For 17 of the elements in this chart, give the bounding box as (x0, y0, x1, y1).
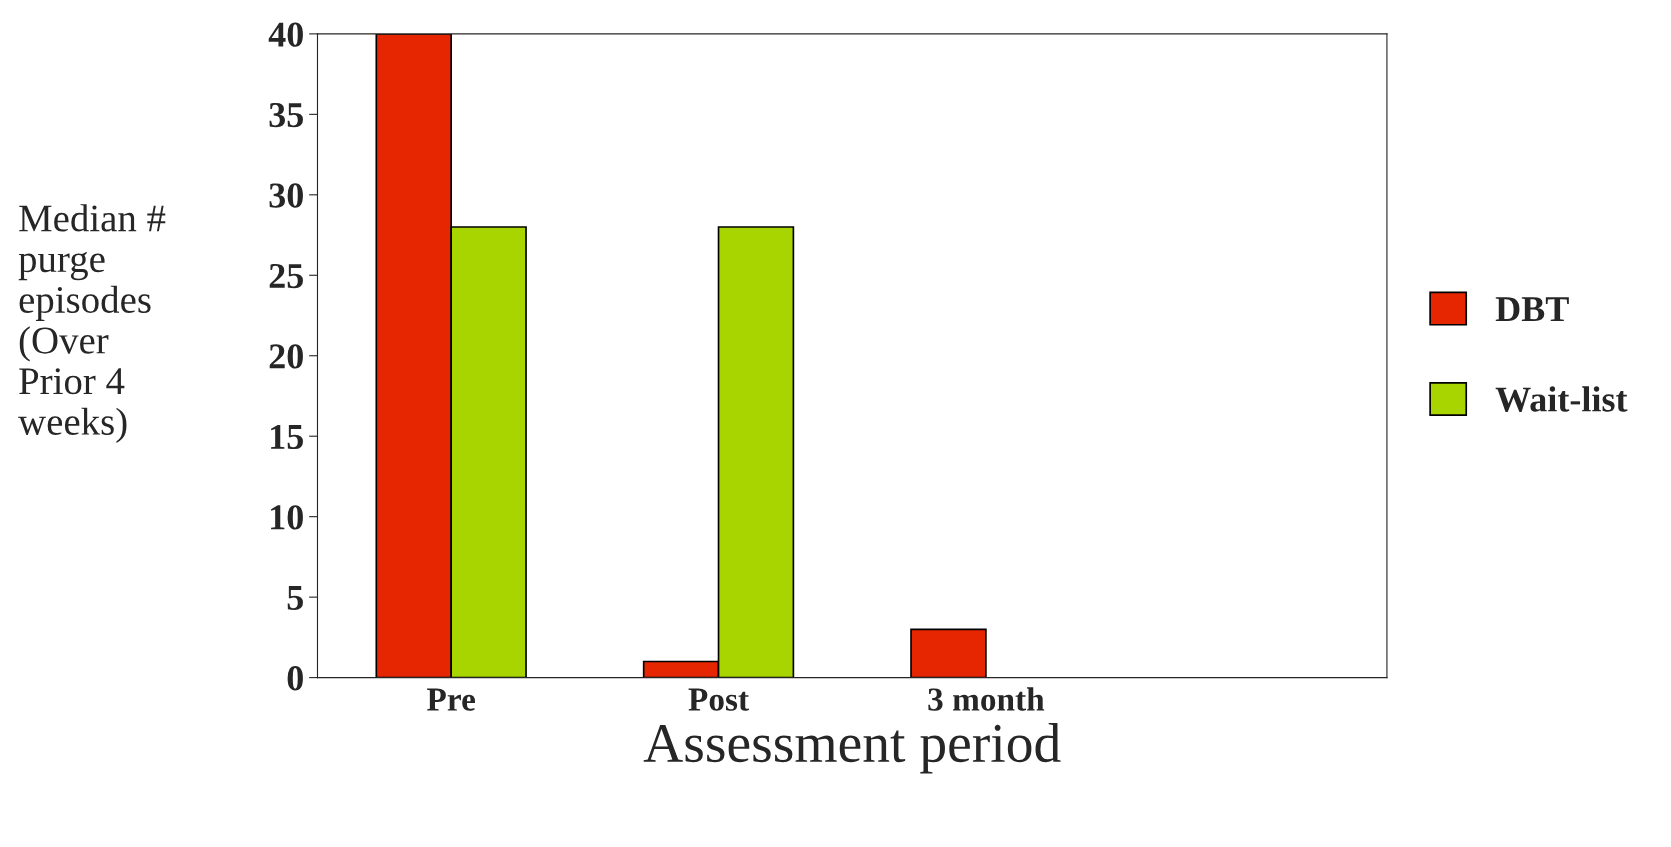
y-tick-label: 30 (269, 183, 303, 208)
y-tick-label: 15 (271, 424, 303, 450)
y-tick-label: 25 (269, 263, 303, 289)
bar (910, 628, 987, 678)
x-tick-label: 3 month (928, 687, 1045, 711)
x-axis-title: Assessment period (643, 723, 1061, 774)
y-tick-label: 40 (268, 22, 303, 47)
y-tick-label: 5 (287, 586, 303, 611)
y-tick-label: 20 (269, 344, 303, 369)
x-tick-label: Post (688, 688, 749, 711)
y-tick-label: 10 (271, 505, 303, 530)
y-tick-label: 0 (287, 666, 303, 691)
legend-label: DBT (1495, 297, 1569, 322)
x-tick-label: Pre (427, 688, 475, 711)
y-tick-label: 35 (269, 102, 303, 128)
y-axis-title: Median # purge episodes (Over Prior 4 weeks) (18, 204, 166, 443)
legend-label: Wait-list (1495, 386, 1628, 412)
